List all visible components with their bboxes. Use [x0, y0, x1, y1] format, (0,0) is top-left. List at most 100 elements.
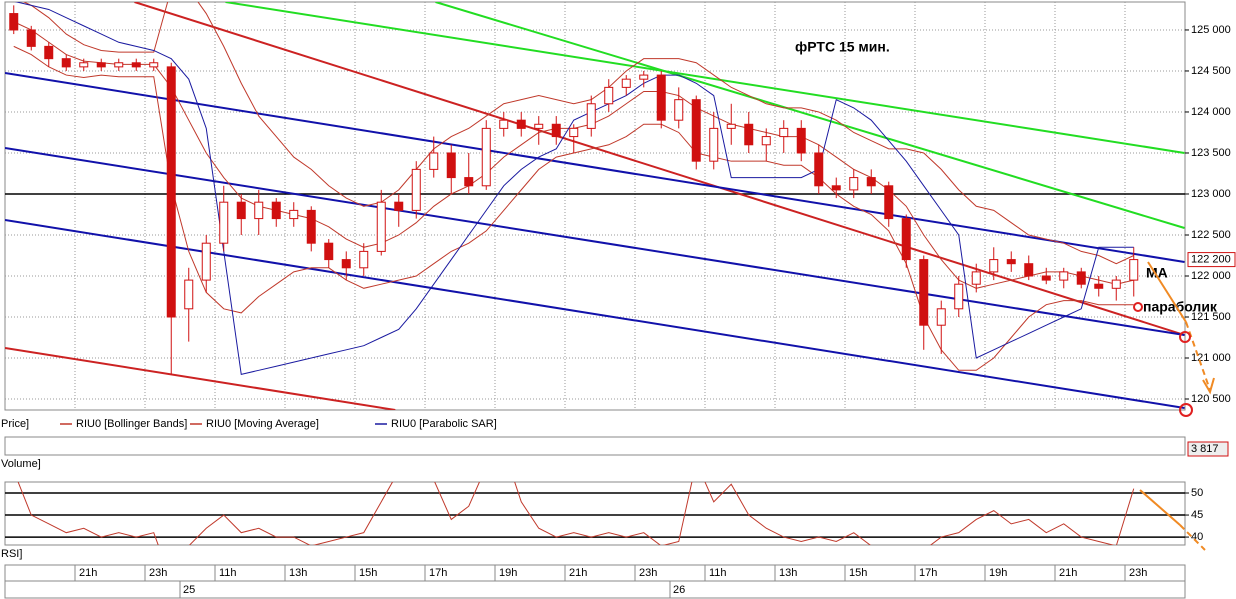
legend-entry: RIU0 [Parabolic SAR] — [391, 418, 497, 430]
candle-body — [691, 99, 701, 162]
x-tick-label: 23h — [1129, 567, 1147, 579]
x-tick-label: 17h — [919, 567, 937, 579]
candle-body — [289, 209, 299, 220]
x-tick-label: 13h — [779, 567, 797, 579]
last-price-box — [1187, 252, 1236, 268]
candle-body — [131, 62, 141, 68]
y-tick-label: 120 500 — [1191, 393, 1231, 405]
legend-entry: RIU0 [Moving Average] — [206, 418, 319, 430]
trend-line — [5, 71, 1185, 263]
candle-body — [954, 283, 964, 310]
arrow — [1179, 524, 1206, 551]
trend-line — [5, 347, 396, 410]
candle-body — [604, 86, 614, 105]
y-tick-label: 124 000 — [1191, 106, 1231, 118]
candle-body — [849, 177, 859, 191]
annotation: параболик — [1143, 299, 1218, 315]
candle-body — [779, 127, 789, 138]
arrow — [1139, 489, 1181, 526]
candle-body — [569, 127, 579, 138]
y-tick-label: 122 000 — [1191, 270, 1231, 282]
candle-body — [394, 201, 404, 211]
y-tick-label: 50 — [1191, 487, 1203, 499]
x-tick-label: 21h — [79, 567, 97, 579]
legend-entry: RIU0 [Bollinger Bands] — [76, 418, 187, 430]
candle-body — [761, 136, 771, 146]
legend-label: Volume] — [1, 458, 41, 470]
price-plot — [5, 2, 1185, 410]
y-tick-label: 123 000 — [1191, 188, 1231, 200]
last-value-label: 3 817 — [1191, 443, 1219, 455]
trend-line — [435, 2, 1185, 229]
hand-annotations — [1133, 261, 1215, 551]
candle-body — [901, 218, 911, 261]
y-tick-label: 45 — [1191, 509, 1203, 521]
x-tick-label: 17h — [429, 567, 447, 579]
candle-body — [674, 99, 684, 121]
candle-body — [306, 209, 316, 244]
y-tick-label: 121 500 — [1191, 311, 1231, 323]
candle-body — [44, 45, 54, 60]
rsi-line — [17, 482, 1135, 545]
candle-body — [499, 119, 509, 129]
candle-body — [1076, 271, 1086, 285]
panel-frames — [4, 1, 1186, 599]
y-tick-label: 125 000 — [1191, 24, 1231, 36]
candle-body — [341, 259, 351, 269]
candle-body — [516, 119, 526, 129]
volume-frame — [4, 436, 1186, 456]
marker-circle — [1179, 403, 1193, 417]
candle-body — [114, 62, 124, 68]
x-tick-label: 21h — [569, 567, 587, 579]
marker-circle — [1133, 302, 1143, 312]
last-price-label: 122 200 — [1191, 253, 1231, 265]
last-value-box — [1187, 441, 1229, 457]
candle-body — [219, 201, 229, 244]
x-tick-label: 23h — [639, 567, 657, 579]
candle-body — [586, 103, 596, 129]
candle-body — [1094, 283, 1104, 289]
candle-body — [919, 259, 929, 326]
candle-body — [989, 259, 999, 273]
trend-line — [5, 218, 1185, 410]
arrow — [1185, 321, 1211, 391]
candle-body — [814, 152, 824, 187]
candle-body — [936, 308, 946, 326]
candle-body — [744, 123, 754, 146]
x-tick-label: 21h — [1059, 567, 1077, 579]
indicator-line — [22, 2, 1134, 265]
candle-body — [831, 185, 841, 191]
candle-body — [429, 152, 439, 170]
candle-body — [26, 29, 36, 47]
y-tick-label: 122 500 — [1191, 229, 1231, 241]
x-tick-label: 15h — [359, 567, 377, 579]
candle-body — [254, 201, 264, 220]
arrow — [1147, 261, 1187, 323]
x-tick-label: 23h — [149, 567, 167, 579]
candle-body — [411, 168, 421, 211]
x-tick-label: 13h — [289, 567, 307, 579]
candle-body — [79, 62, 89, 68]
candle-body — [481, 127, 491, 187]
day-label: 26 — [673, 584, 685, 596]
candle-body — [866, 177, 876, 187]
x-tick-label: 15h — [849, 567, 867, 579]
candle-body — [1041, 275, 1051, 281]
candle-body — [1059, 271, 1069, 281]
candle-body — [376, 201, 386, 252]
candle-body — [324, 242, 334, 261]
x-tick-label: 19h — [499, 567, 517, 579]
candle-body — [9, 13, 19, 31]
trend-line — [134, 2, 1185, 336]
legend-label: Price] — [1, 418, 29, 430]
candle-body — [726, 123, 736, 129]
candle-body — [1006, 259, 1016, 265]
x-tick-label: 11h — [219, 567, 237, 579]
y-tick-label: 123 500 — [1191, 147, 1231, 159]
candle-body — [621, 78, 631, 88]
candle-body — [149, 62, 159, 68]
arrow-head — [1202, 377, 1215, 395]
candle-body — [796, 127, 806, 154]
x-tick-label: 19h — [989, 567, 1007, 579]
